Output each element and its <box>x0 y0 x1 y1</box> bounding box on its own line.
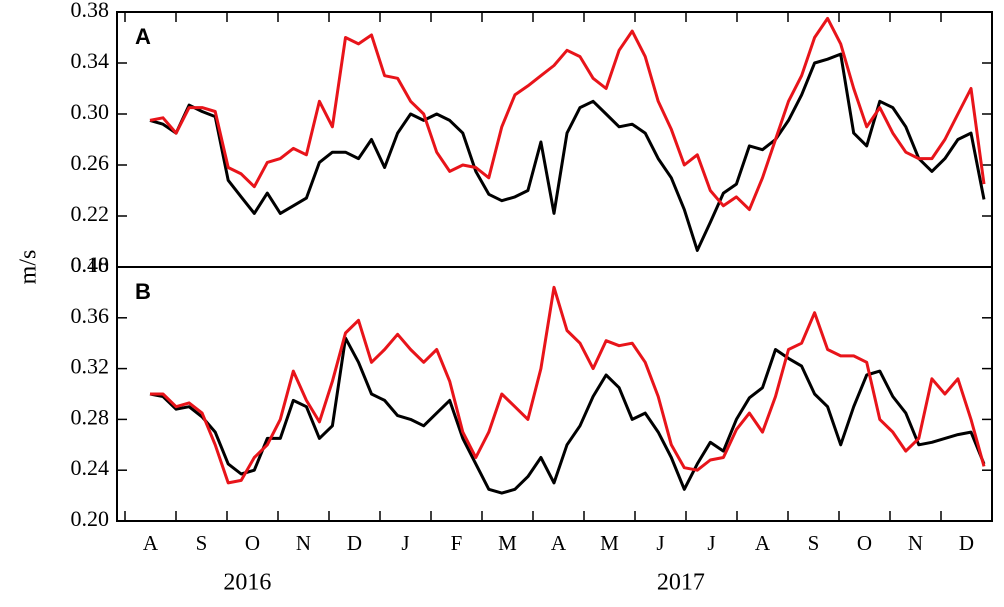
x-tick-label: J <box>401 531 409 555</box>
x-tick-label: S <box>196 531 208 555</box>
x-tick-label: F <box>451 531 463 555</box>
y-tick-label: 0.30 <box>71 99 110 124</box>
x-tick-label: A <box>143 531 159 555</box>
data-line <box>149 336 986 495</box>
x-tick-label: A <box>755 531 771 555</box>
panel-label: A <box>135 24 151 49</box>
x-tick-label: D <box>959 531 974 555</box>
y-tick-label: 0.28 <box>71 404 110 429</box>
year-label: 2017 <box>657 570 705 596</box>
y-tick-label: 0.32 <box>71 354 110 379</box>
x-tick-label: M <box>498 531 517 555</box>
x-tick-label: S <box>808 531 820 555</box>
y-tick-label: 0.36 <box>71 303 110 328</box>
y-tick-label: 0.22 <box>71 201 110 226</box>
y-tick-label: 0.40 <box>71 252 110 277</box>
x-tick-label: A <box>551 531 567 555</box>
x-tick-label: N <box>908 531 923 555</box>
x-tick-label: D <box>347 531 362 555</box>
data-line <box>149 52 986 252</box>
y-tick-label: 0.24 <box>71 455 110 480</box>
y-axis-label: m/s <box>16 250 42 285</box>
x-tick-label: N <box>296 531 311 555</box>
y-tick-label: 0.34 <box>71 48 110 73</box>
y-tick-label: 0.38 <box>71 0 110 22</box>
plot-frame <box>116 266 993 522</box>
x-tick-label: O <box>857 531 872 555</box>
x-tick-label: J <box>707 531 715 555</box>
x-tick-label: O <box>245 531 260 555</box>
y-tick-label: 0.26 <box>71 150 110 175</box>
y-tick-label: 0.18 <box>71 252 110 277</box>
panel-label: B <box>135 279 151 304</box>
x-tick-label: J <box>656 531 664 555</box>
x-tick-label: M <box>600 531 619 555</box>
data-line <box>149 16 986 212</box>
year-label: 2016 <box>223 570 271 596</box>
y-tick-label: 0.20 <box>71 506 110 531</box>
data-line <box>150 285 986 485</box>
